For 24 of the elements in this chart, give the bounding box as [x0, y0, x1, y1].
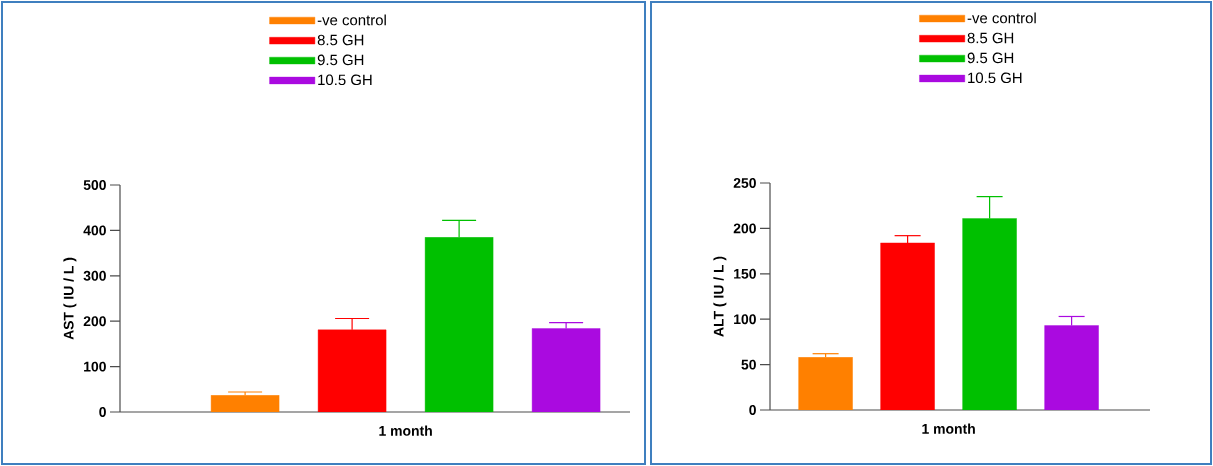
- y-tick-label: 100: [734, 314, 756, 325]
- y-tick-label: 0: [749, 405, 756, 415]
- y-tick-label: 0: [99, 407, 106, 417]
- legend-label: 8.5 GH: [317, 34, 364, 46]
- y-tick-label: 250: [733, 178, 756, 188]
- y-tick-label: 100: [84, 361, 106, 372]
- x-tick-label: 1 month: [379, 425, 432, 436]
- legend-label: 9.5 GH: [317, 54, 364, 66]
- y-tick-label: 500: [83, 180, 106, 190]
- y-axis-title: AST ( IU / L ): [63, 257, 77, 340]
- legend-label: 10.5 GH: [318, 74, 372, 86]
- y-tick-label: 50: [741, 359, 756, 370]
- y-tick-label: 400: [83, 225, 106, 236]
- legend-label: 10.5 GH: [968, 72, 1022, 84]
- legend-label: 8.5 GH: [967, 32, 1014, 44]
- legend-label: 9.5 GH: [967, 52, 1014, 64]
- y-tick-label: 300: [83, 270, 106, 281]
- legend-label: -ve control: [317, 14, 386, 26]
- legend-label: -ve control: [967, 12, 1036, 24]
- y-tick-label: 150: [734, 268, 756, 279]
- y-axis-title: ALT ( IU / L ): [713, 256, 727, 337]
- y-tick-label: 200: [83, 316, 106, 327]
- x-tick-label: 1 month: [922, 423, 975, 434]
- y-tick-label: 200: [733, 223, 756, 234]
